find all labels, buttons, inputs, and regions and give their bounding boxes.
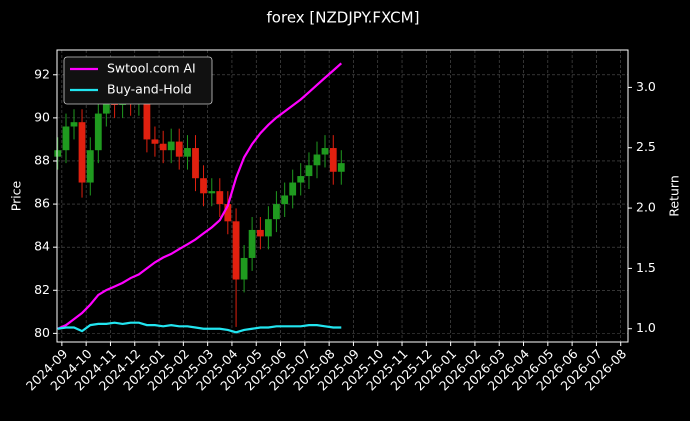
y2-tick-label: 3.0 [636, 79, 656, 94]
legend-label: Buy-and-Hold [107, 82, 192, 97]
return-line [57, 321, 342, 334]
candle-body [94, 113, 102, 151]
y2-axis-label: Return [667, 175, 682, 216]
y-tick-label: 92 [34, 66, 50, 81]
y-tick-label: 88 [34, 152, 50, 167]
candle-body [167, 141, 175, 151]
candle-body [78, 122, 86, 183]
candle-body [313, 154, 321, 166]
y2-tick-label: 1.5 [636, 260, 656, 275]
candle-body [337, 163, 345, 172]
candle-body [289, 182, 297, 196]
y-tick-label: 90 [34, 109, 50, 124]
candle-body [151, 139, 159, 144]
candle-body [208, 191, 216, 194]
y-tick-label: 86 [34, 196, 50, 211]
candle-body [159, 143, 167, 151]
y2-tick-label: 1.0 [636, 320, 656, 335]
candle-body [321, 148, 329, 155]
y-tick-label: 80 [34, 325, 50, 340]
candle-body [281, 195, 289, 205]
candle-body [232, 221, 240, 280]
candle-body [62, 126, 70, 151]
y2-tick-label: 2.0 [636, 200, 656, 215]
legend-box [63, 56, 213, 105]
candle-body [329, 148, 337, 172]
candle-body [184, 148, 191, 157]
candle-body [86, 150, 94, 183]
y-tick-label: 82 [34, 282, 50, 297]
candle-body [305, 165, 313, 177]
candle-body [224, 204, 232, 222]
y-axis-label: Price [9, 180, 24, 211]
y2-tick-label: 2.5 [636, 139, 656, 154]
candle-body [54, 150, 62, 157]
candle-body [192, 148, 199, 179]
candle-body [70, 122, 78, 127]
candle-body [143, 96, 151, 140]
candle-body [297, 176, 305, 183]
candle-body [256, 229, 264, 237]
plot-frame [56, 49, 629, 343]
candle-body [273, 204, 280, 220]
y-tick-label: 84 [34, 239, 50, 254]
candle-body [175, 141, 183, 157]
candle-body [102, 100, 110, 114]
candle-body [248, 229, 256, 258]
candle-body [216, 191, 224, 205]
candle-body [240, 257, 248, 280]
candle-body [264, 219, 272, 237]
return-line [57, 62, 343, 330]
chart-title: forex [NZDJPY.FXCM] [267, 9, 420, 27]
candle-body [200, 178, 207, 194]
legend-label: Swtool.com AI [107, 61, 196, 76]
